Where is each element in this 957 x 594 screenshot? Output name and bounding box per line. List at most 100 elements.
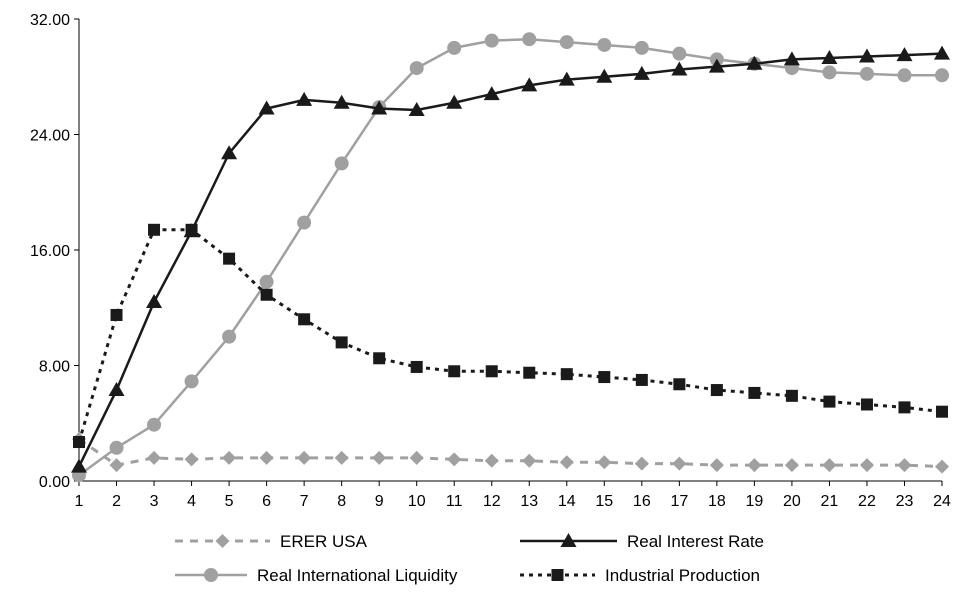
series-layer <box>71 32 950 483</box>
x-tick-label: 24 <box>933 493 951 510</box>
series-line-real-interest-rate <box>77 52 943 468</box>
data-point-erer-usa <box>935 459 949 474</box>
data-point-real-interest-rate <box>333 94 350 109</box>
data-point-real-interest-rate <box>596 68 613 83</box>
data-point-erer-usa <box>784 458 799 473</box>
data-point-real-international-liquidity <box>935 68 949 83</box>
data-point-real-international-liquidity <box>109 440 124 455</box>
data-point-real-international-liquidity <box>447 40 462 55</box>
data-point-erer-usa <box>184 452 199 467</box>
data-point-real-interest-rate <box>371 100 388 115</box>
data-point-real-international-liquidity <box>634 40 649 55</box>
data-point-industrial-production <box>298 313 311 326</box>
data-point-real-interest-rate <box>258 100 275 115</box>
data-point-industrial-production <box>148 223 161 236</box>
y-tick-label: 0.00 <box>39 474 70 491</box>
legend-swatch-marker <box>215 534 230 548</box>
series-line-erer-usa <box>78 437 943 469</box>
data-point-real-interest-rate <box>221 145 238 160</box>
x-tick-label: 2 <box>112 493 121 510</box>
data-point-real-interest-rate <box>183 223 200 238</box>
data-point-erer-usa <box>822 458 837 473</box>
y-tick-label: 8.00 <box>39 359 70 376</box>
legend-item-industrial-production: Industrial Production <box>520 566 760 585</box>
x-tick-label: 14 <box>558 493 576 510</box>
data-point-real-interest-rate <box>483 86 500 101</box>
data-point-industrial-production <box>785 389 798 402</box>
legend-label: Real Interest Rate <box>627 532 764 551</box>
data-point-erer-usa <box>859 458 874 473</box>
data-point-real-international-liquidity <box>184 374 199 389</box>
data-point-erer-usa <box>259 450 274 465</box>
data-point-erer-usa <box>109 458 124 473</box>
data-point-industrial-production <box>860 398 873 411</box>
data-point-real-interest-rate <box>108 382 125 397</box>
data-point-industrial-production <box>673 378 686 391</box>
legend-swatch-marker <box>560 533 577 547</box>
data-point-erer-usa <box>522 453 537 468</box>
x-tick-label: 16 <box>633 493 651 510</box>
data-point-real-interest-rate <box>821 49 838 64</box>
data-point-real-interest-rate <box>633 65 650 80</box>
data-point-real-interest-rate <box>521 77 538 92</box>
data-point-erer-usa <box>709 458 724 473</box>
data-point-industrial-production <box>448 365 461 378</box>
data-point-real-international-liquidity <box>672 46 687 61</box>
data-point-real-interest-rate <box>708 58 725 73</box>
x-tick-label: 19 <box>745 493 763 510</box>
legend: ERER USA Real Interest Rate Real Internati… <box>175 532 764 585</box>
data-point-erer-usa <box>897 458 912 473</box>
data-point-real-international-liquidity <box>559 35 574 50</box>
data-point-industrial-production <box>373 352 386 365</box>
data-point-real-interest-rate <box>934 45 950 60</box>
x-tick-label: 9 <box>375 493 384 510</box>
data-point-real-international-liquidity <box>822 65 837 80</box>
data-point-real-international-liquidity <box>484 33 499 48</box>
data-point-real-interest-rate <box>146 293 163 308</box>
x-tick-label: 1 <box>75 493 84 510</box>
data-point-industrial-production <box>823 395 836 408</box>
x-tick-label: 17 <box>670 493 688 510</box>
x-tick-label: 11 <box>446 493 463 510</box>
x-tick-label: 8 <box>337 493 346 510</box>
data-point-real-international-liquidity <box>147 417 162 432</box>
data-point-industrial-production <box>335 336 348 349</box>
legend-label: ERER USA <box>280 532 368 551</box>
legend-item-erer-usa: ERER USA <box>175 532 368 551</box>
x-tick-label: 22 <box>858 493 876 510</box>
x-tick-label: 20 <box>783 493 801 510</box>
data-point-erer-usa <box>747 458 762 473</box>
data-point-erer-usa <box>147 450 162 465</box>
data-point-industrial-production <box>936 405 948 418</box>
data-point-real-interest-rate <box>896 47 913 62</box>
series-erer-usa <box>72 432 949 474</box>
data-point-real-interest-rate <box>408 101 425 116</box>
data-point-industrial-production <box>223 252 236 265</box>
x-tick-label: 3 <box>150 493 159 510</box>
data-point-real-interest-rate <box>671 61 688 76</box>
data-point-erer-usa <box>672 456 687 471</box>
series-line-industrial-production <box>77 228 943 443</box>
data-point-industrial-production <box>748 386 761 399</box>
series-industrial-production <box>73 223 948 449</box>
series-real-interest-rate <box>71 45 950 473</box>
legend-swatch-marker <box>204 568 218 582</box>
data-point-erer-usa <box>447 452 462 467</box>
data-point-erer-usa <box>297 450 312 465</box>
legend-item-real-interest-rate: Real Interest Rate <box>520 532 764 551</box>
data-point-industrial-production <box>73 436 85 449</box>
data-point-real-international-liquidity <box>859 66 874 81</box>
x-tick-label: 6 <box>262 493 271 510</box>
legend-swatch-marker <box>551 569 564 581</box>
y-tick-label: 16.00 <box>30 243 70 260</box>
data-point-real-interest-rate <box>558 71 575 86</box>
x-tick-label: 15 <box>595 493 613 510</box>
data-point-real-interest-rate <box>783 51 800 66</box>
x-tick-label: 23 <box>896 493 914 510</box>
x-tick-label: 13 <box>520 493 538 510</box>
data-point-erer-usa <box>372 450 387 465</box>
data-point-industrial-production <box>598 371 611 384</box>
x-tick-label: 18 <box>708 493 726 510</box>
data-point-real-interest-rate <box>296 91 313 106</box>
